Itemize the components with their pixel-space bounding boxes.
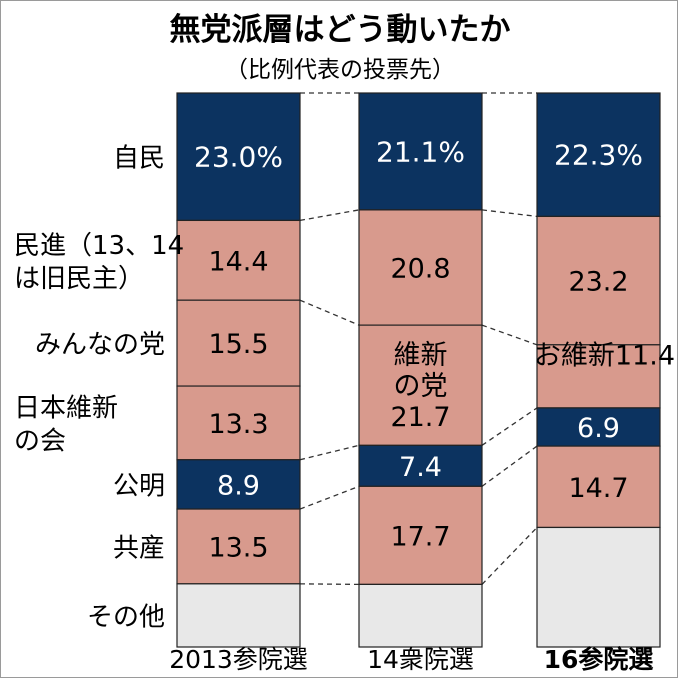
x-tick-label: 2013参院選 — [169, 645, 308, 674]
data-label: お維新11.4 — [534, 340, 675, 371]
bar-segment-3-1 — [536, 92, 661, 218]
data-label: 17.7 — [390, 521, 450, 552]
bar-segment-1-5 — [176, 459, 301, 510]
bar-segment-2-7 — [358, 583, 483, 648]
data-label: の党 — [394, 371, 448, 402]
connector-line — [481, 527, 538, 585]
connector-line — [481, 407, 538, 446]
data-label: 14.7 — [568, 473, 628, 504]
bar-segment-1-7 — [176, 583, 301, 648]
legend-label: の会 — [14, 426, 66, 456]
data-label: 8.9 — [217, 470, 260, 501]
data-label: 23.0% — [194, 141, 283, 174]
bar-segment-1-6 — [176, 508, 301, 585]
legend-label: その他 — [87, 602, 165, 632]
connector-line — [481, 209, 538, 218]
data-label: 23.2 — [568, 267, 628, 298]
bar-segment-2-5 — [358, 444, 483, 487]
legend-label: 自民 — [113, 144, 165, 174]
connector-line — [299, 583, 360, 586]
data-label: 22.3% — [554, 139, 643, 172]
legend-label: 日本維新 — [14, 393, 118, 423]
bar-segment-1-1 — [176, 92, 301, 222]
connector-line — [481, 445, 538, 487]
bar-segment-2-4 — [358, 324, 483, 446]
connector-line — [481, 324, 538, 346]
bar-segment-1-2 — [176, 219, 301, 301]
data-label: 13.3 — [208, 409, 268, 440]
data-label: 15.5 — [208, 329, 268, 360]
chart-subtitle: （比例代表の投票先） — [225, 57, 455, 83]
bar-segment-3-4 — [536, 344, 661, 409]
data-label: 13.5 — [208, 532, 268, 563]
bar-segment-2-6 — [358, 485, 483, 585]
connector-line — [299, 209, 360, 222]
data-label: 6.9 — [577, 413, 620, 444]
bar-segment-3-6 — [536, 445, 661, 529]
legend-label: 公明 — [113, 471, 165, 501]
data-label: 20.8 — [390, 254, 450, 285]
bar-segment-3-7 — [536, 526, 661, 648]
x-tick-label: 16参院選 — [544, 645, 654, 674]
data-label: 21.1% — [376, 135, 465, 168]
bar-segment-3-2 — [536, 215, 661, 346]
data-label: 21.7 — [390, 402, 450, 433]
connector-line — [299, 444, 360, 461]
data-label: 14.4 — [208, 246, 268, 277]
legend-label: みんなの党 — [35, 330, 165, 360]
legend-label: 民進（13、14 — [14, 231, 184, 261]
bar-segment-1-4 — [176, 385, 301, 461]
connector-line — [299, 485, 360, 510]
legend-label: 共産 — [113, 533, 165, 563]
data-label: 維新 — [394, 340, 448, 371]
chart-title: 無党派層はどう動いたか — [170, 12, 511, 48]
legend-label: は旧民主） — [14, 264, 144, 294]
connector-line — [299, 299, 360, 326]
bar-segment-1-3 — [176, 299, 301, 387]
data-label: 7.4 — [399, 452, 442, 483]
x-tick-label: 14衆院選 — [367, 645, 474, 674]
